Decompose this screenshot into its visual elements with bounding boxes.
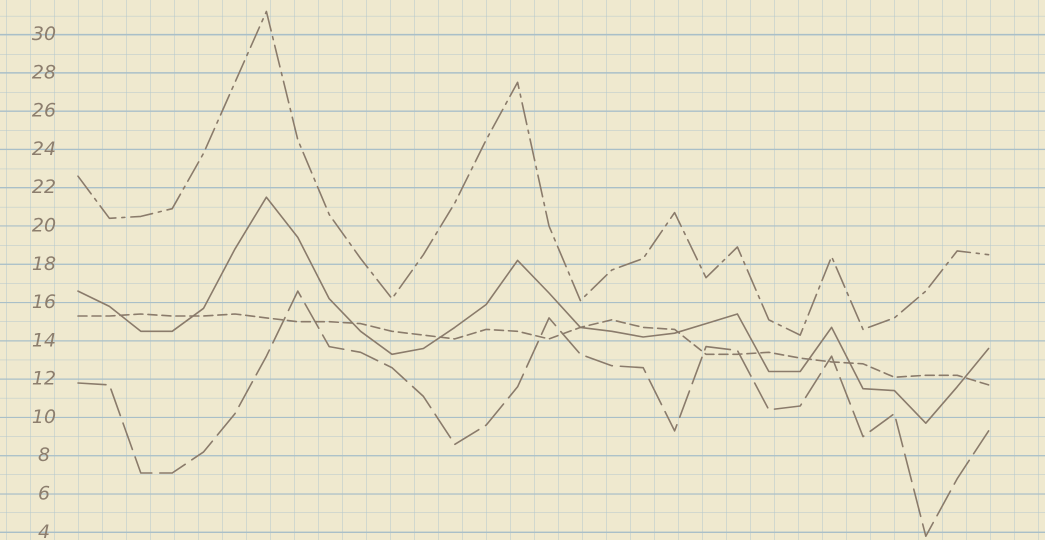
y-tick-label: 12 — [32, 368, 56, 390]
y-tick-label: 10 — [32, 406, 56, 428]
y-tick-label: 4 — [38, 521, 50, 540]
series-line — [77, 196, 990, 425]
y-tick-label: 16 — [32, 291, 56, 313]
y-tick-label: 26 — [32, 100, 56, 122]
series-line — [77, 313, 990, 386]
y-tick-label: 14 — [32, 329, 56, 351]
y-tick-label: 24 — [32, 138, 56, 160]
y-tick-label: 6 — [38, 483, 50, 505]
series-line — [77, 10, 990, 336]
plot: 4 6 8 10 12 14 16 18 20 22 24 26 28 30 — [0, 10, 1045, 540]
y-tick-label: 22 — [32, 176, 56, 198]
y-tick-label: 28 — [32, 61, 56, 83]
y-tick-label: 30 — [32, 23, 56, 45]
y-tick-label: 8 — [38, 444, 50, 466]
series-line — [77, 290, 990, 538]
y-tick-label: 18 — [32, 253, 56, 275]
y-tick-label: 20 — [32, 214, 56, 236]
